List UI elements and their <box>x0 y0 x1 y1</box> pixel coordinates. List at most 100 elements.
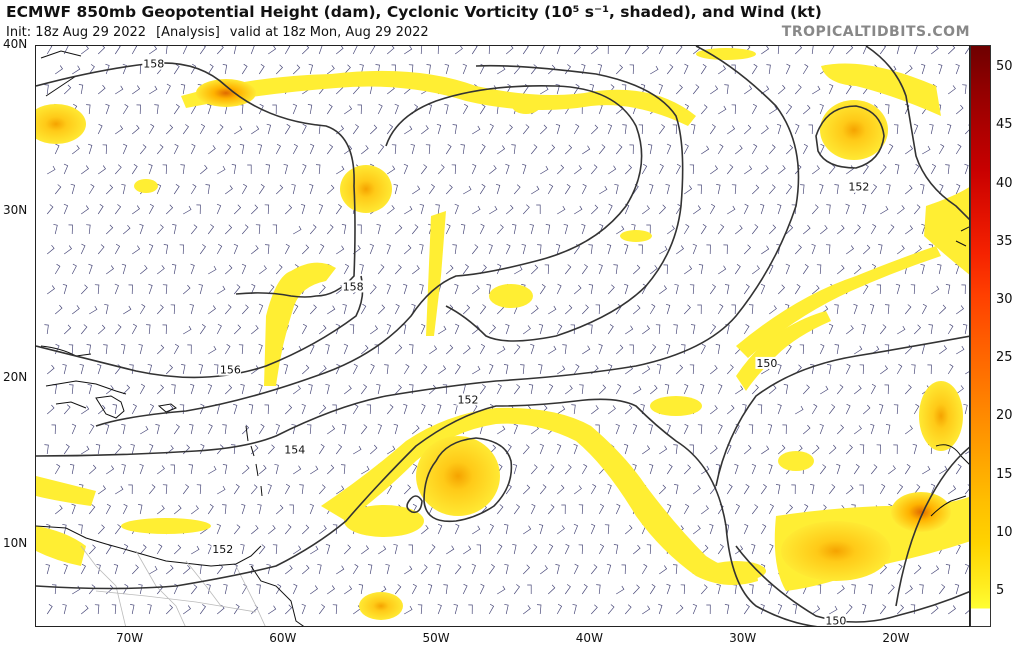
wind-barb <box>63 444 70 455</box>
wind-barb <box>623 443 629 455</box>
wind-barb <box>94 284 100 295</box>
wind-barb <box>794 284 801 295</box>
wind-barb <box>72 585 81 595</box>
wind-barb <box>613 264 618 275</box>
wind-barb <box>479 583 485 595</box>
wind-barb <box>63 84 72 95</box>
vorticity-map: 158 158 156 154 152 152 150 152 150 <box>36 46 969 626</box>
wind-barb <box>528 384 534 395</box>
wind-barb <box>581 304 589 315</box>
wind-barb <box>78 524 83 535</box>
wind-barb <box>930 46 939 55</box>
wind-barb <box>54 304 63 315</box>
wind-barb <box>777 46 780 55</box>
wind-barb <box>599 185 608 195</box>
wind-barb <box>80 243 86 255</box>
wind-barb <box>454 283 459 295</box>
wind-barb <box>404 605 413 615</box>
wind-barb <box>248 404 254 415</box>
wind-barb <box>547 464 555 475</box>
wind-barb <box>751 103 758 115</box>
colorbar-tick: 30 <box>996 292 1013 308</box>
contour-label: 152 <box>458 394 479 407</box>
wind-barb <box>479 304 487 315</box>
wind-barb <box>148 443 154 455</box>
wind-barb <box>497 345 506 355</box>
wind-barb <box>70 183 76 195</box>
wind-barb <box>496 145 506 155</box>
wind-barb <box>504 603 509 615</box>
wind-barb <box>172 224 177 235</box>
wind-barb <box>95 444 101 455</box>
wind-barb <box>275 423 280 435</box>
wind-barb <box>207 305 216 315</box>
wind-barb <box>131 46 138 55</box>
wind-barb <box>408 544 413 555</box>
wind-barb <box>88 423 95 435</box>
wind-barb <box>156 543 163 555</box>
wind-barb <box>196 484 202 495</box>
wind-barb <box>326 464 335 475</box>
wind-barb <box>250 604 259 615</box>
wind-barb <box>503 364 509 375</box>
wind-barb <box>571 404 576 415</box>
wind-barb <box>88 184 95 195</box>
wind-barb <box>258 64 265 75</box>
wind-barb <box>884 304 890 315</box>
wind-barb <box>468 604 473 615</box>
wind-barb <box>497 585 506 595</box>
wind-barb <box>272 544 278 555</box>
wind-barb <box>557 405 566 415</box>
wind-barb <box>352 245 361 255</box>
wind-barb <box>216 243 223 255</box>
wind-barb <box>148 484 156 495</box>
wind-barb <box>622 124 627 135</box>
wind-barb <box>522 46 529 55</box>
wind-barb <box>258 464 267 475</box>
wind-barb <box>945 564 951 575</box>
wind-barb <box>520 364 525 375</box>
wind-barb <box>581 63 586 75</box>
wind-barb <box>512 543 517 555</box>
analysis-tag: [Analysis] <box>156 25 220 40</box>
wind-barb <box>63 563 68 575</box>
wind-barb <box>378 545 387 555</box>
wind-barb <box>233 284 241 295</box>
wind-barb <box>530 544 538 555</box>
wind-barb <box>573 165 582 175</box>
wind-barb <box>410 143 415 155</box>
wind-barb <box>904 184 913 195</box>
wind-barb <box>893 444 898 455</box>
wind-barb <box>207 103 212 115</box>
wind-barb <box>301 403 306 415</box>
wind-barb <box>598 103 603 115</box>
wind-barb <box>386 124 394 135</box>
wind-barb <box>105 503 111 515</box>
wind-barb <box>335 363 341 375</box>
wind-barb <box>504 563 509 575</box>
wind-barb <box>734 463 739 475</box>
colorbar-tick: 20 <box>996 408 1013 424</box>
site-brand[interactable]: TROPICALTIDBITS.COM <box>781 24 970 40</box>
wind-barb <box>327 305 336 315</box>
wind-barb <box>513 423 518 435</box>
wind-barb <box>299 484 304 495</box>
wind-barb <box>607 604 615 615</box>
wind-barb <box>443 584 448 595</box>
wind-barb <box>513 584 520 595</box>
wind-barb <box>257 143 263 155</box>
wind-barb <box>530 343 535 355</box>
wind-barb <box>896 484 904 495</box>
wind-barb <box>802 424 811 435</box>
wind-barb <box>557 205 566 215</box>
wind-barb <box>54 184 62 195</box>
wind-barb <box>190 584 198 595</box>
wind-barb <box>945 164 950 175</box>
wind-barb <box>547 183 554 195</box>
wind-barb <box>318 484 326 495</box>
wind-barb <box>71 503 76 515</box>
wind-barb <box>97 324 106 335</box>
wind-barb <box>751 143 758 155</box>
wind-barb <box>886 183 891 195</box>
wind-barb <box>880 205 889 215</box>
